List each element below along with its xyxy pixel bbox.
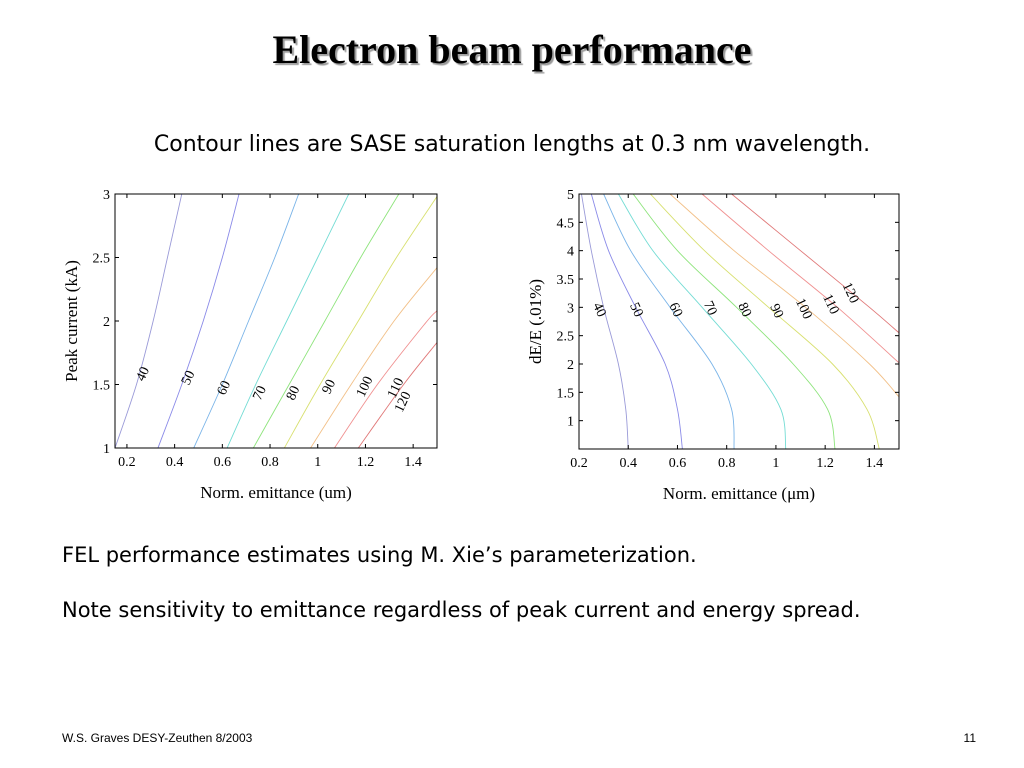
slide-title: Electron beam performance [272,27,752,72]
y-tick-label: 3.5 [557,273,575,288]
slide-subtitle: Contour lines are SASE saturation length… [153,132,871,157]
contour-label-40: 40 [589,301,609,320]
contour-line-120 [357,342,437,448]
x-tick-label: 0.4 [166,455,184,470]
contour-line-100 [669,194,899,398]
y-tick-label: 1 [567,415,574,430]
contour-line-40 [115,194,183,448]
contour-line-110 [701,194,899,364]
contour-label-110: 110 [819,292,841,317]
contour-label-70: 70 [250,384,270,403]
y-tick-label: 4.5 [557,216,575,231]
y-tick-label: 2 [567,358,574,373]
contour-line-80 [632,194,836,449]
contour-label-80: 80 [734,301,754,320]
contour-line-50 [157,194,240,448]
x-tick-label: 1.4 [866,456,884,471]
contour-line-90 [650,194,880,449]
contour-line-70 [618,194,787,449]
y-tick-label: 3 [103,188,110,203]
x-tick-label: 1 [772,456,779,471]
contour-line-100 [310,267,437,448]
contour-label-100: 100 [354,374,376,399]
y-tick-label: 2.5 [557,330,575,345]
y-tick-label: 1 [103,442,110,457]
x-tick-label: 1 [314,455,321,470]
x-tick-label: 0.6 [214,455,232,470]
x-tick-label: 0.2 [570,456,588,471]
contour-line-60 [193,194,300,448]
contour-line-110 [334,310,437,448]
plot-frame [578,193,900,450]
y-tick-label: 4 [567,245,574,260]
x-tick-label: 1.4 [404,455,422,470]
x-tick-label: 0.2 [118,455,136,470]
contour-line-60 [603,194,735,449]
contour-label-90: 90 [766,302,786,321]
contour-label-60: 60 [665,301,685,320]
x-axis-label: Norm. emittance (um) [200,483,352,502]
x-tick-label: 0.8 [718,456,736,471]
x-tick-label: 0.4 [619,456,637,471]
contour-line-90 [283,196,437,448]
note-fel-performance: FEL performance estimates using M. Xie’s… [62,543,697,567]
x-tick-label: 1.2 [357,455,375,470]
page-number: 11 [963,731,976,745]
contour-label-60: 60 [215,379,235,398]
y-tick-label: 2.5 [93,252,111,267]
y-tick-label: 2 [103,315,110,330]
contour-line-70 [226,194,350,448]
contour-label-100: 100 [792,296,814,321]
x-tick-label: 0.8 [261,455,279,470]
contour-label-80: 80 [284,384,304,403]
x-tick-label: 0.6 [669,456,687,471]
x-axis-label: Norm. emittance (μm) [663,484,815,503]
y-axis-label: dE/E (.01%) [526,279,545,364]
note-emittance-sensitivity: Note sensitivity to emittance regardless… [62,598,861,622]
y-tick-label: 1.5 [93,379,111,394]
y-tick-label: 5 [567,188,574,203]
contour-line-50 [590,194,683,449]
contour-label-50: 50 [626,301,646,320]
contour-label-40: 40 [134,365,154,384]
contour-line-40 [581,194,629,449]
footer-author: W.S. Graves DESY-Zeuthen 8/2003 [62,731,253,745]
contour-label-50: 50 [179,369,199,388]
y-axis-label: Peak current (kA) [62,260,81,382]
y-tick-label: 1.5 [557,386,575,401]
x-tick-label: 1.2 [816,456,834,471]
contour-line-120 [731,194,899,334]
contour-label-90: 90 [320,377,340,396]
plot-frame [114,193,438,449]
contour-label-120: 120 [839,280,861,305]
contour-line-80 [252,194,400,448]
contour-label-70: 70 [700,299,720,318]
y-tick-label: 3 [567,301,574,316]
